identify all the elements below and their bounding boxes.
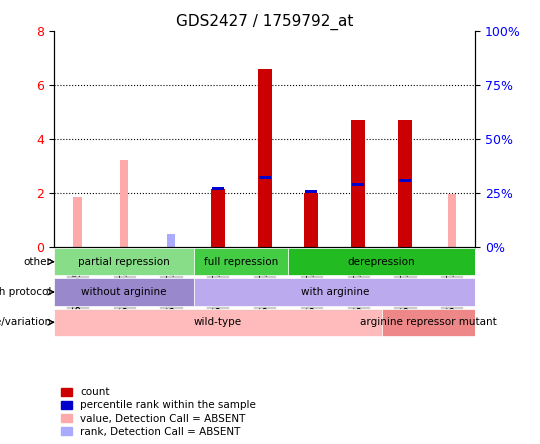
Bar bbox=[448, 194, 456, 246]
Text: growth protocol: growth protocol bbox=[0, 287, 52, 297]
Text: wild-type: wild-type bbox=[194, 317, 242, 327]
Bar bbox=[212, 187, 224, 190]
FancyBboxPatch shape bbox=[54, 278, 194, 305]
Text: with arginine: with arginine bbox=[301, 287, 369, 297]
Text: genotype/variation: genotype/variation bbox=[0, 317, 52, 327]
Bar bbox=[398, 120, 412, 246]
Text: derepression: derepression bbox=[348, 257, 415, 267]
Bar bbox=[258, 69, 272, 246]
Text: without arginine: without arginine bbox=[82, 287, 167, 297]
Text: other: other bbox=[24, 257, 52, 267]
FancyBboxPatch shape bbox=[288, 248, 475, 275]
FancyBboxPatch shape bbox=[382, 309, 475, 336]
Bar bbox=[259, 176, 271, 179]
Text: partial repression: partial repression bbox=[78, 257, 170, 267]
Text: arginine repressor mutant: arginine repressor mutant bbox=[360, 317, 497, 327]
Text: full repression: full repression bbox=[204, 257, 278, 267]
Bar bbox=[73, 197, 82, 246]
Bar bbox=[306, 190, 318, 193]
Bar bbox=[351, 120, 365, 246]
Bar bbox=[211, 189, 225, 246]
FancyBboxPatch shape bbox=[54, 309, 382, 336]
Bar bbox=[167, 234, 175, 246]
Bar bbox=[120, 160, 129, 246]
FancyBboxPatch shape bbox=[54, 248, 194, 275]
FancyBboxPatch shape bbox=[194, 248, 288, 275]
FancyBboxPatch shape bbox=[194, 278, 475, 305]
Title: GDS2427 / 1759792_at: GDS2427 / 1759792_at bbox=[176, 13, 353, 30]
Bar bbox=[352, 183, 364, 186]
Bar bbox=[305, 193, 319, 246]
Legend: count, percentile rank within the sample, value, Detection Call = ABSENT, rank, : count, percentile rank within the sample… bbox=[59, 385, 258, 439]
Bar bbox=[399, 179, 411, 182]
